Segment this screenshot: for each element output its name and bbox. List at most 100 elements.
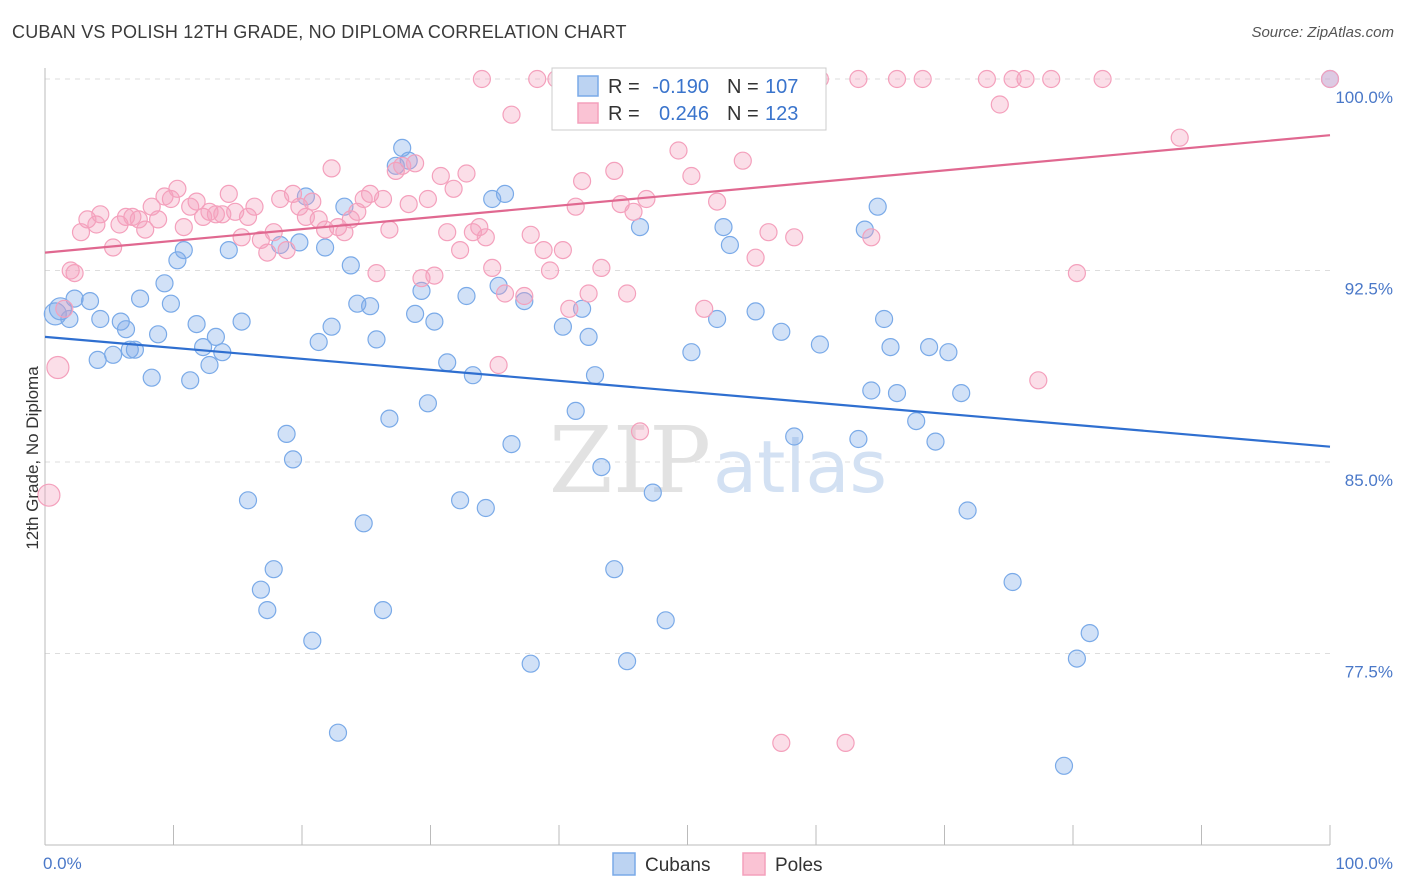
point-cubans-4 xyxy=(80,292,100,311)
legend-swatch-cubans xyxy=(577,75,599,97)
point-cubans-64 xyxy=(502,435,521,454)
point-poles-100 xyxy=(785,228,804,247)
point-cubans-81 xyxy=(720,235,740,255)
chart-title: CUBAN VS POLISH 12TH GRADE, NO DIPLOMA C… xyxy=(12,22,627,42)
point-poles-73 xyxy=(521,225,540,244)
point-poles-61 xyxy=(438,223,457,242)
point-cubans-71 xyxy=(585,366,605,385)
point-cubans-25 xyxy=(219,241,238,260)
point-poles-115 xyxy=(1170,128,1189,147)
legend-cubans-n-label: N = xyxy=(727,76,759,98)
point-cubans-82 xyxy=(746,302,765,321)
point-poles-121 xyxy=(472,69,491,89)
point-poles-29 xyxy=(232,228,251,247)
point-cubans-96 xyxy=(939,343,958,362)
point-cubans-33 xyxy=(283,450,303,469)
point-poles-75 xyxy=(534,241,553,260)
y-tick-label-3: 100.0% xyxy=(1335,88,1393,107)
point-poles-30 xyxy=(238,207,258,226)
point-cubans-101 xyxy=(1080,623,1099,643)
point-poles-36 xyxy=(277,241,296,260)
point-poles-60 xyxy=(431,166,450,186)
point-cubans-93 xyxy=(907,412,926,431)
point-poles-52 xyxy=(380,220,399,239)
point-poles-93 xyxy=(695,299,714,318)
point-cubans-100 xyxy=(1067,649,1087,668)
y-axis-title: 12th Grade, No Diploma xyxy=(23,366,42,550)
y-tick-label-2: 92.5% xyxy=(1345,280,1393,299)
point-poles-18 xyxy=(161,189,180,209)
point-cubans-74 xyxy=(617,652,637,671)
point-cubans-2 xyxy=(60,309,79,329)
point-poles-85 xyxy=(617,284,637,303)
point-cubans-97 xyxy=(952,384,971,403)
point-poles-86 xyxy=(624,202,643,221)
point-cubans-6 xyxy=(88,350,107,369)
stats-legend: R = -0.190 N = 107 R = 0.246 N = 123 xyxy=(551,67,827,131)
point-cubans-36 xyxy=(303,631,322,650)
series-legend: Cubans Poles xyxy=(612,852,823,876)
legend-poles-r-value: 0.246 xyxy=(659,103,709,125)
point-cubans-42 xyxy=(341,256,360,275)
point-poles-111 xyxy=(1029,371,1048,390)
point-poles-80 xyxy=(572,172,592,191)
point-poles-81 xyxy=(579,284,598,303)
point-cubans-44 xyxy=(354,514,373,533)
y-tick-label-0: 77.5% xyxy=(1345,663,1393,682)
point-poles-109 xyxy=(1003,69,1022,89)
point-cubans-67 xyxy=(553,317,573,336)
point-poles-83 xyxy=(605,161,624,180)
point-poles-114 xyxy=(1093,69,1112,89)
point-poles-82 xyxy=(592,258,611,277)
point-poles-79 xyxy=(566,197,585,216)
point-poles-102 xyxy=(836,733,855,753)
point-poles-4 xyxy=(65,264,84,283)
point-poles-51 xyxy=(373,189,393,209)
point-poles-106 xyxy=(913,69,932,89)
point-poles-63 xyxy=(451,241,470,260)
point-cubans-29 xyxy=(258,600,277,620)
point-poles-69 xyxy=(489,355,508,375)
point-cubans-63 xyxy=(495,184,515,203)
point-poles-116 xyxy=(1320,69,1340,89)
legend-cubans-r-label: R = xyxy=(608,76,640,98)
point-poles-0 xyxy=(37,483,61,507)
point-poles-8 xyxy=(91,205,110,224)
bottom-legend-swatch-cubans xyxy=(612,852,636,876)
point-poles-76 xyxy=(540,261,560,280)
bottom-legend-swatch-poles xyxy=(742,852,766,876)
point-cubans-66 xyxy=(521,654,540,673)
point-poles-70 xyxy=(495,284,515,303)
x-tick-label-1: 100.0% xyxy=(1335,854,1393,873)
point-poles-77 xyxy=(553,241,573,260)
point-cubans-90 xyxy=(874,309,894,329)
y-tick-label-1: 85.0% xyxy=(1345,471,1393,490)
point-cubans-95 xyxy=(926,432,945,451)
point-poles-107 xyxy=(977,69,997,89)
point-cubans-37 xyxy=(309,332,328,352)
point-cubans-16 xyxy=(161,294,180,313)
point-cubans-77 xyxy=(656,611,675,630)
point-poles-99 xyxy=(772,733,791,753)
point-poles-92 xyxy=(682,166,701,186)
point-cubans-38 xyxy=(316,238,335,257)
point-poles-62 xyxy=(444,179,463,198)
point-cubans-78 xyxy=(682,343,701,362)
point-poles-72 xyxy=(515,286,534,306)
point-poles-27 xyxy=(219,184,238,203)
point-poles-78 xyxy=(560,299,579,318)
point-poles-7 xyxy=(87,215,106,234)
point-poles-22 xyxy=(187,192,206,211)
point-poles-94 xyxy=(707,192,727,211)
point-poles-50 xyxy=(367,264,386,283)
point-cubans-30 xyxy=(264,560,283,579)
point-cubans-60 xyxy=(476,498,495,518)
legend-poles-n-value: 123 xyxy=(765,103,798,125)
point-poles-113 xyxy=(1067,264,1087,283)
point-cubans-12 xyxy=(131,289,150,308)
point-cubans-32 xyxy=(277,424,296,443)
point-poles-56 xyxy=(406,154,425,173)
point-cubans-52 xyxy=(406,304,425,323)
trend-line-poles xyxy=(44,134,1331,254)
